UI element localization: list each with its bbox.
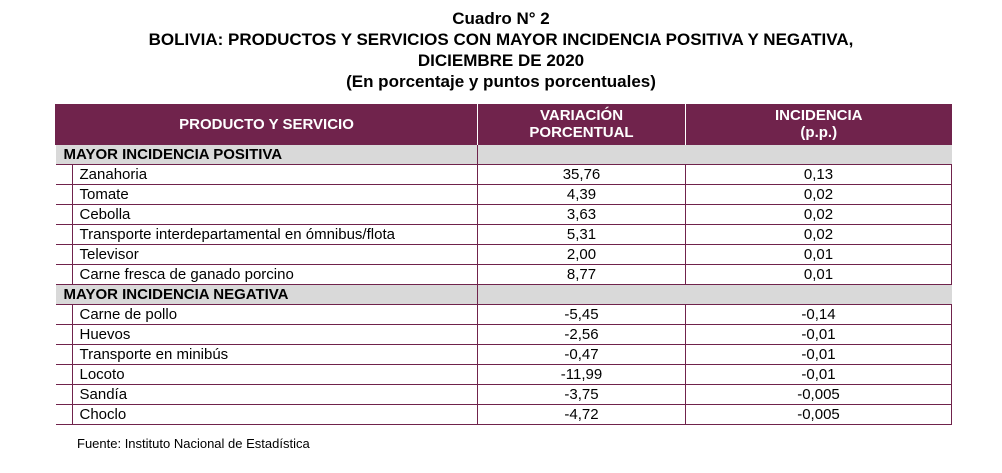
incidence-value: 0,02 (685, 224, 952, 245)
variation-value: -11,99 (477, 364, 686, 385)
product-name: Choclo (55, 404, 478, 425)
section-blank (477, 144, 952, 165)
product-name: Huevos (55, 324, 478, 345)
table-row: Choclo -4,72 -0,005 (55, 404, 952, 425)
variation-value: -2,56 (477, 324, 686, 345)
incidence-value: -0,01 (685, 344, 952, 365)
incidence-value: -0,005 (685, 384, 952, 405)
variation-value: 35,76 (477, 164, 686, 185)
section-row: MAYOR INCIDENCIA NEGATIVA (55, 284, 952, 305)
section-row: MAYOR INCIDENCIA POSITIVA (55, 144, 952, 165)
section-blank (477, 284, 952, 305)
variation-value: -5,45 (477, 304, 686, 325)
table-row: Carne fresca de ganado porcino 8,77 0,01 (55, 264, 952, 285)
incidence-value: 0,02 (685, 184, 952, 205)
table-row: Carne de pollo -5,45 -0,14 (55, 304, 952, 325)
section-label: MAYOR INCIDENCIA POSITIVA (55, 144, 478, 165)
table-row: Transporte interdepartamental en ómnibus… (55, 224, 952, 245)
product-name: Tomate (55, 184, 478, 205)
header-row: PRODUCTO Y SERVICIO VARIACIÓN PORCENTUAL … (55, 104, 952, 145)
table-row: Sandía -3,75 -0,005 (55, 384, 952, 405)
source-note: Fuente: Instituto Nacional de Estadístic… (77, 436, 310, 451)
variation-value: 5,31 (477, 224, 686, 245)
table-title: BOLIVIA: PRODUCTOS Y SERVICIOS CON MAYOR… (148, 30, 854, 49)
product-name: Locoto (55, 364, 478, 385)
variation-value: 2,00 (477, 244, 686, 265)
table-row: Zanahoria 35,76 0,13 (55, 164, 952, 185)
table-row: Locoto -11,99 -0,01 (55, 364, 952, 385)
incidence-value: 0,01 (685, 264, 952, 285)
header-incidence: INCIDENCIA (p.p.) (685, 104, 952, 145)
header-variation: VARIACIÓN PORCENTUAL (477, 104, 686, 145)
table-title-block: Cuadro N° 2 BOLIVIA: PRODUCTOS Y SERVICI… (0, 8, 1002, 92)
product-name: Carne fresca de ganado porcino (55, 264, 478, 285)
table-row: Tomate 4,39 0,02 (55, 184, 952, 205)
variation-value: -3,75 (477, 384, 686, 405)
variation-value: 3,63 (477, 204, 686, 225)
incidence-value: -0,14 (685, 304, 952, 325)
incidence-value: 0,02 (685, 204, 952, 225)
product-name: Carne de pollo (55, 304, 478, 325)
table-row: Cebolla 3,63 0,02 (55, 204, 952, 225)
variation-value: 8,77 (477, 264, 686, 285)
product-name: Transporte en minibús (55, 344, 478, 365)
header-product: PRODUCTO Y SERVICIO (55, 104, 478, 145)
incidence-value: 0,13 (685, 164, 952, 185)
table-title-date: DICIEMBRE DE 2020 (417, 51, 585, 70)
product-name: Cebolla (55, 204, 478, 225)
incidence-value: -0,01 (685, 364, 952, 385)
table-row: Huevos -2,56 -0,01 (55, 324, 952, 345)
product-name: Televisor (55, 244, 478, 265)
variation-value: 4,39 (477, 184, 686, 205)
variation-value: -4,72 (477, 404, 686, 425)
table-number: Cuadro N° 2 (452, 9, 550, 28)
incidence-value: 0,01 (685, 244, 952, 265)
incidence-value: -0,01 (685, 324, 952, 345)
variation-value: -0,47 (477, 344, 686, 365)
table-row: Televisor 2,00 0,01 (55, 244, 952, 265)
section-label: MAYOR INCIDENCIA NEGATIVA (55, 284, 478, 305)
table-units: (En porcentaje y puntos porcentuales) (346, 72, 656, 91)
incidence-value: -0,005 (685, 404, 952, 425)
data-table: PRODUCTO Y SERVICIO VARIACIÓN PORCENTUAL … (55, 104, 952, 425)
product-name: Zanahoria (55, 164, 478, 185)
product-name: Transporte interdepartamental en ómnibus… (55, 224, 478, 245)
product-name: Sandía (55, 384, 478, 405)
table-row: Transporte en minibús -0,47 -0,01 (55, 344, 952, 365)
